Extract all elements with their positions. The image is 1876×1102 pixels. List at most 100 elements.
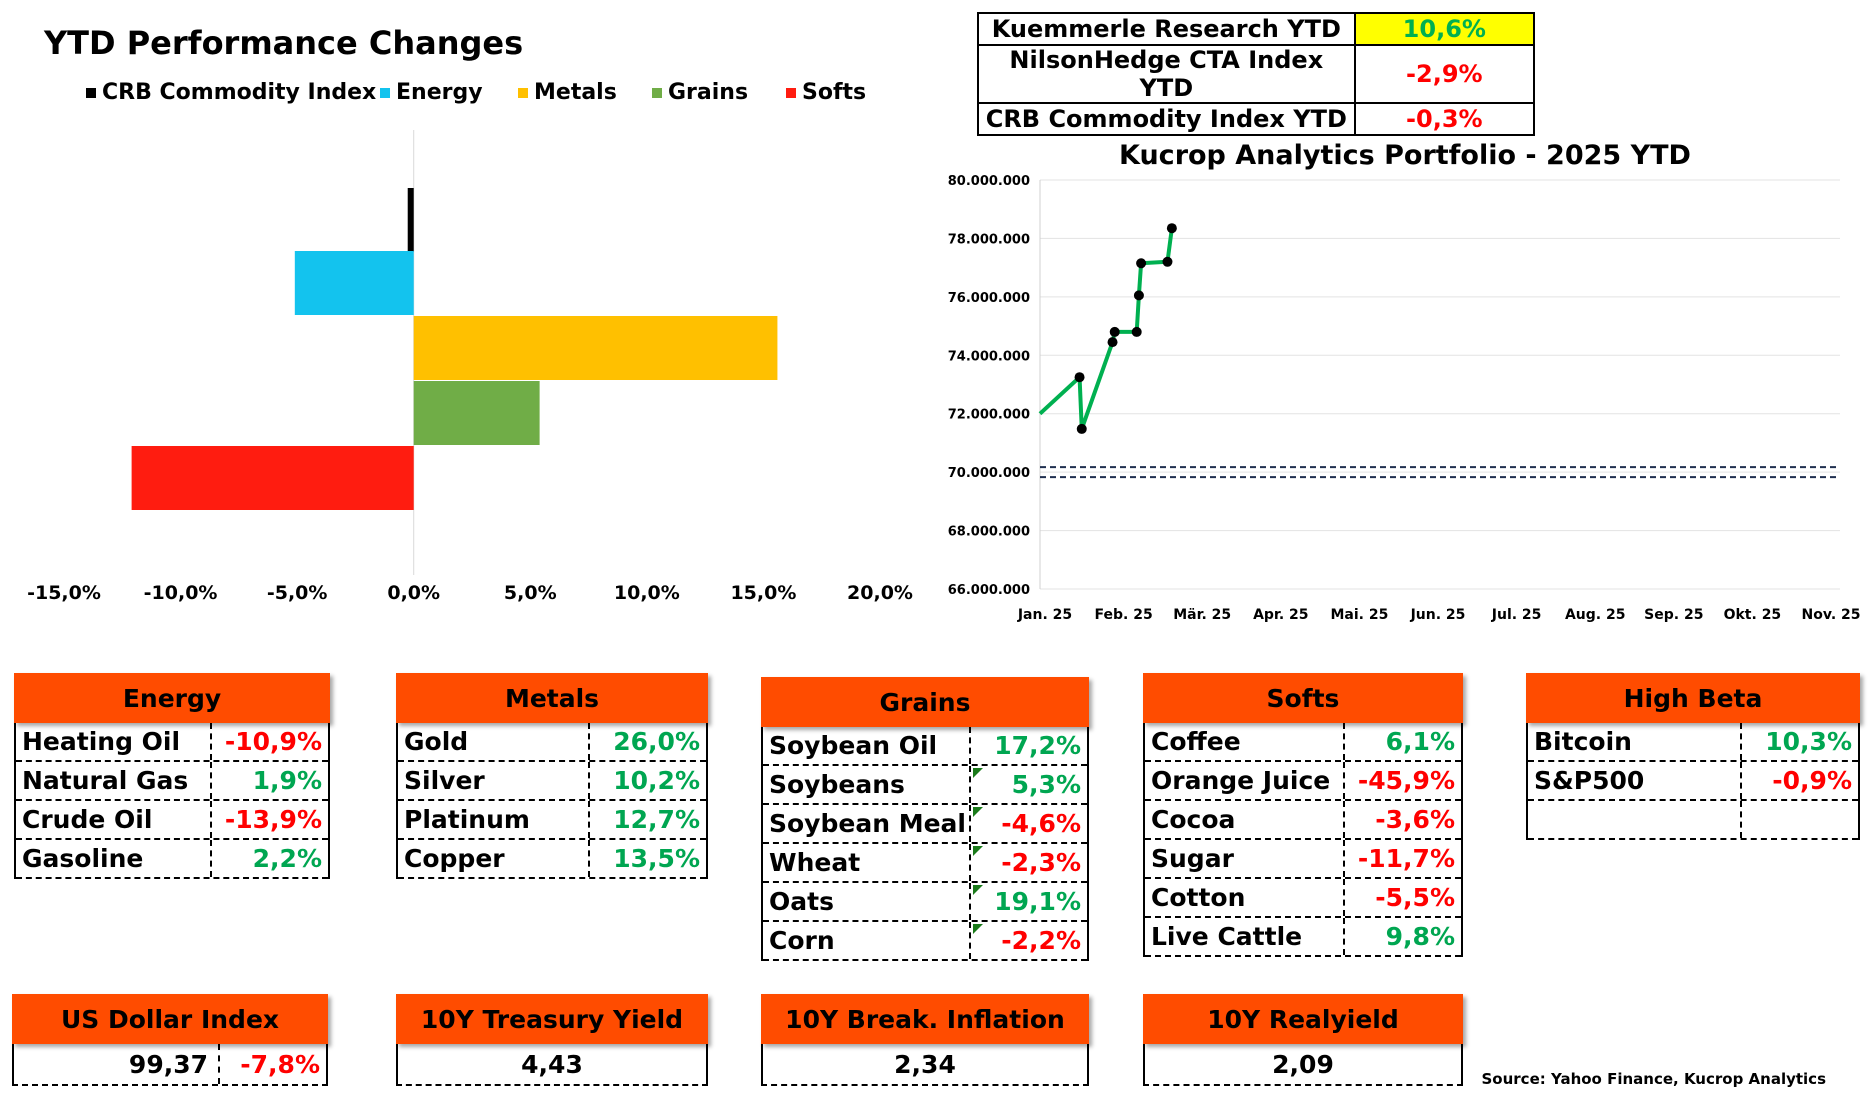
row-value: -0,9% [1772, 766, 1852, 795]
data-point [1166, 223, 1177, 234]
usd-index-value: 99,37 [14, 1044, 220, 1084]
usd-index-table: US Dollar Index 99,37 -7,8% [12, 994, 328, 1086]
breakeven-inflation-table: 10Y Break. Inflation 2,34 [761, 994, 1089, 1086]
x-tick-label: Okt. 25 [1724, 607, 1782, 623]
table-row: Natural Gas 1,9% [16, 762, 328, 801]
softs-table: Softs Coffee 6,1% Orange Juice -45,9% Cocoa -… [1143, 673, 1463, 957]
table-row: Bitcoin 10,3% [1528, 723, 1858, 762]
row-value: 12,7% [613, 805, 700, 834]
energy-rows: Heating Oil -10,9% Natural Gas 1,9% Crude Oi… [14, 723, 330, 879]
summary-row: NilsonHedge CTA Index YTD -2,9% [977, 44, 1536, 104]
legend-item-crb: CRB Commodity Index [86, 80, 376, 105]
metals-rows: Gold 26,0% Silver 10,2% Platinum 12,7% Copper 1… [396, 723, 708, 879]
x-tick-label: Mär. 25 [1173, 607, 1231, 623]
row-name: Crude Oil [16, 801, 212, 838]
legend-item-metals: Metals [518, 80, 617, 105]
source-note: Source: Yahoo Finance, Kucrop Analytics [1481, 1070, 1827, 1088]
y-tick-label: 66.000.000 [948, 583, 1030, 598]
summary-value: -2,9% [1353, 44, 1536, 104]
breakeven-inflation-row: 2,34 [761, 1044, 1089, 1086]
treasury-yield-value: 4,43 [521, 1050, 583, 1079]
row-value: -5,5% [1375, 883, 1455, 912]
high-beta-header: High Beta [1526, 673, 1860, 723]
table-row: Soybeans 5,3% [763, 766, 1087, 805]
row-value: 17,2% [994, 731, 1081, 760]
row-name: Wheat [763, 844, 971, 881]
table-row: Oats 19,1% [763, 883, 1087, 922]
line-chart-title: Kucrop Analytics Portfolio - 2025 YTD [1119, 140, 1691, 171]
y-tick-label: 70.000.000 [948, 466, 1030, 481]
softs-header: Softs [1143, 673, 1463, 723]
table-row: Orange Juice -45,9% [1145, 762, 1461, 801]
row-name: Copper [398, 840, 590, 877]
x-tick-label: 10,0% [614, 582, 680, 604]
softs-rows: Coffee 6,1% Orange Juice -45,9% Cocoa -3,6% Su… [1143, 723, 1463, 957]
table-row: Soybean Meal -4,6% [763, 805, 1087, 844]
metals-header: Metals [396, 673, 708, 723]
table-row: Sugar -11,7% [1145, 840, 1461, 879]
x-tick-label: Feb. 25 [1095, 607, 1153, 623]
x-tick-label: -15,0% [27, 582, 101, 604]
treasury-yield-table: 10Y Treasury Yield 4,43 [396, 994, 708, 1086]
summary-label: CRB Commodity Index YTD [977, 102, 1356, 136]
bar-chart-title: YTD Performance Changes [44, 24, 524, 62]
legend-swatch [786, 87, 796, 98]
real-yield-header: 10Y Realyield [1143, 994, 1463, 1044]
row-value: 2,2% [252, 844, 322, 873]
legend-item-grains: Grains [652, 80, 748, 105]
legend-label: Softs [802, 80, 867, 105]
legend-swatch [380, 87, 390, 98]
x-tick-label: 0,0% [387, 582, 440, 604]
grains-table: Grains Soybean Oil 17,2% Soybeans 5,3% Soybe… [761, 677, 1089, 961]
data-point [1107, 337, 1118, 348]
row-name: Live Cattle [1145, 918, 1345, 955]
line-chart: Kucrop Analytics Portfolio - 2025 YTD 80.… [948, 140, 1861, 623]
table-row: Corn -2,2% [763, 922, 1087, 961]
row-value: -3,6% [1375, 805, 1455, 834]
data-point [1162, 256, 1173, 267]
data-point [1133, 290, 1144, 301]
legend-swatch [518, 87, 528, 98]
breakeven-inflation-header: 10Y Break. Inflation [761, 994, 1089, 1044]
high-beta-table: High Beta Bitcoin 10,3% S&P500 -0,9% [1526, 673, 1860, 840]
x-tick-label: Apr. 25 [1253, 607, 1308, 623]
row-value: 6,1% [1385, 727, 1455, 756]
y-tick-label: 68.000.000 [948, 525, 1030, 540]
summary-table: Kuemmerle Research YTD 10,6% NilsonHedge… [977, 12, 1536, 136]
summary-label: Kuemmerle Research YTD [977, 12, 1356, 46]
energy-table: Energy Heating Oil -10,9% Natural Gas 1,9% C… [14, 673, 330, 879]
row-value: 13,5% [613, 844, 700, 873]
bar-chart: -15,0% -10,0% -5,0% 0,0% 5,0% 10,0% 15,0% 20,0% [27, 130, 913, 604]
row-value: -10,9% [224, 727, 322, 756]
grains-header: Grains [761, 677, 1089, 727]
data-point [1109, 326, 1120, 337]
row-value: 9,8% [1385, 922, 1455, 951]
y-tick-label: 78.000.000 [948, 232, 1030, 247]
legend-label: Energy [396, 80, 483, 105]
data-point [1074, 372, 1085, 383]
table-row [1528, 801, 1858, 840]
row-value: 5,3% [971, 766, 1087, 803]
legend-item-energy: Energy [380, 80, 483, 105]
portfolio-line [1038, 227, 1174, 431]
row-value: 10,3% [1765, 727, 1852, 756]
legend-swatch [652, 87, 662, 98]
data-point [1131, 326, 1142, 337]
table-row: Gasoline 2,2% [16, 840, 328, 879]
row-name: Platinum [398, 801, 590, 838]
x-tick-label: Nov. 25 [1802, 607, 1861, 623]
real-yield-row: 2,09 [1143, 1044, 1463, 1086]
table-row: Silver 10,2% [398, 762, 706, 801]
cell-comment-marker [973, 846, 983, 856]
breakeven-inflation-value: 2,34 [894, 1050, 956, 1079]
x-tick-label: Jan. 25 [1017, 607, 1072, 623]
row-value: -11,7% [1357, 844, 1455, 873]
table-row: Platinum 12,7% [398, 801, 706, 840]
row-value: 1,9% [252, 766, 322, 795]
data-point [1136, 258, 1147, 269]
bar-energy [294, 251, 414, 315]
x-tick-label: Mai. 25 [1330, 607, 1388, 623]
table-row: Gold 26,0% [398, 723, 706, 762]
table-row: Cotton -5,5% [1145, 879, 1461, 918]
legend-item-softs: Softs [786, 80, 866, 105]
